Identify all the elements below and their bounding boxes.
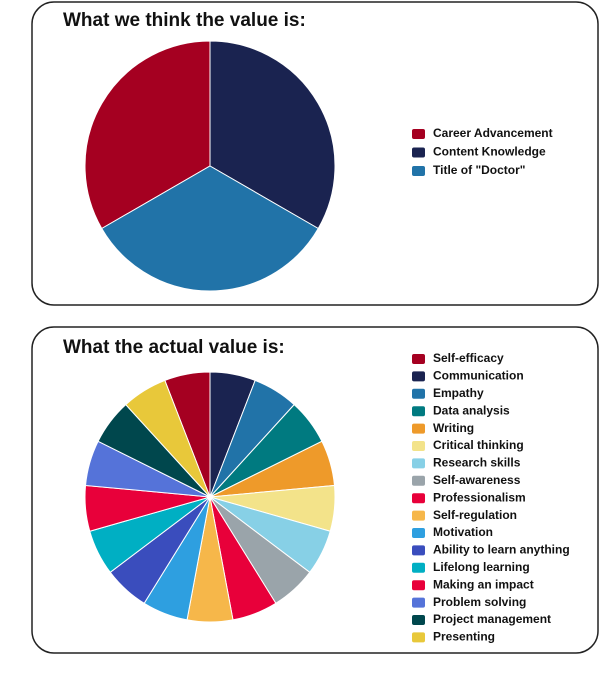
legend-label: Professionalism: [433, 490, 526, 504]
pie-slice: [101, 165, 319, 292]
pie-slice: [209, 40, 336, 230]
legend-swatch: [412, 458, 425, 469]
chart-title: What we think the value is:: [63, 10, 306, 31]
pie-slice: [84, 40, 211, 230]
legend-label: Lifelong learning: [433, 560, 530, 574]
legend-swatch: [412, 406, 425, 417]
legend-label: Presenting: [433, 630, 495, 644]
legend-swatch: [412, 528, 425, 538]
legend-label: Research skills: [433, 456, 521, 470]
legend-swatch: [412, 354, 425, 364]
legend-label: Problem solving: [433, 595, 526, 609]
legend-swatch: [412, 562, 425, 573]
card: [31, 1, 599, 306]
legend-swatch: [412, 545, 425, 556]
legend-swatch: [412, 166, 425, 176]
legend-label: Ability to learn anything: [433, 543, 570, 557]
legend-label: Self-awareness: [433, 473, 521, 487]
legend-label: Self-regulation: [433, 508, 517, 522]
legend-swatch: [412, 423, 425, 434]
legend-label: Title of "Doctor": [433, 163, 526, 177]
legend-swatch: [412, 597, 425, 608]
legend-label: Self-efficacy: [433, 351, 504, 365]
legend-swatch: [412, 580, 425, 591]
legend-swatch: [412, 510, 425, 521]
legend-swatch: [412, 615, 425, 625]
legend-label: Writing: [433, 421, 474, 435]
legend-swatch: [412, 475, 425, 486]
legend-swatch: [412, 147, 425, 158]
legend-swatch: [412, 129, 425, 139]
chart-title: What the actual value is:: [63, 337, 285, 358]
legend-label: Content Knowledge: [433, 145, 546, 159]
legend-label: Career Advancement: [433, 126, 553, 140]
legend-label: Data analysis: [433, 403, 510, 417]
legend-label: Making an impact: [433, 577, 534, 591]
legend-label: Motivation: [433, 525, 493, 539]
legend-label: Project management: [433, 612, 551, 626]
card: [31, 326, 599, 654]
legend-label: Communication: [433, 369, 524, 383]
legend-swatch: [412, 441, 425, 451]
legend-swatch: [412, 632, 425, 643]
legend-label: Empathy: [433, 386, 484, 400]
legend-swatch: [412, 493, 425, 504]
legend-swatch: [412, 388, 425, 399]
legend-label: Critical thinking: [433, 438, 524, 452]
pie-slice: [125, 379, 211, 498]
legend-swatch: [412, 371, 425, 382]
